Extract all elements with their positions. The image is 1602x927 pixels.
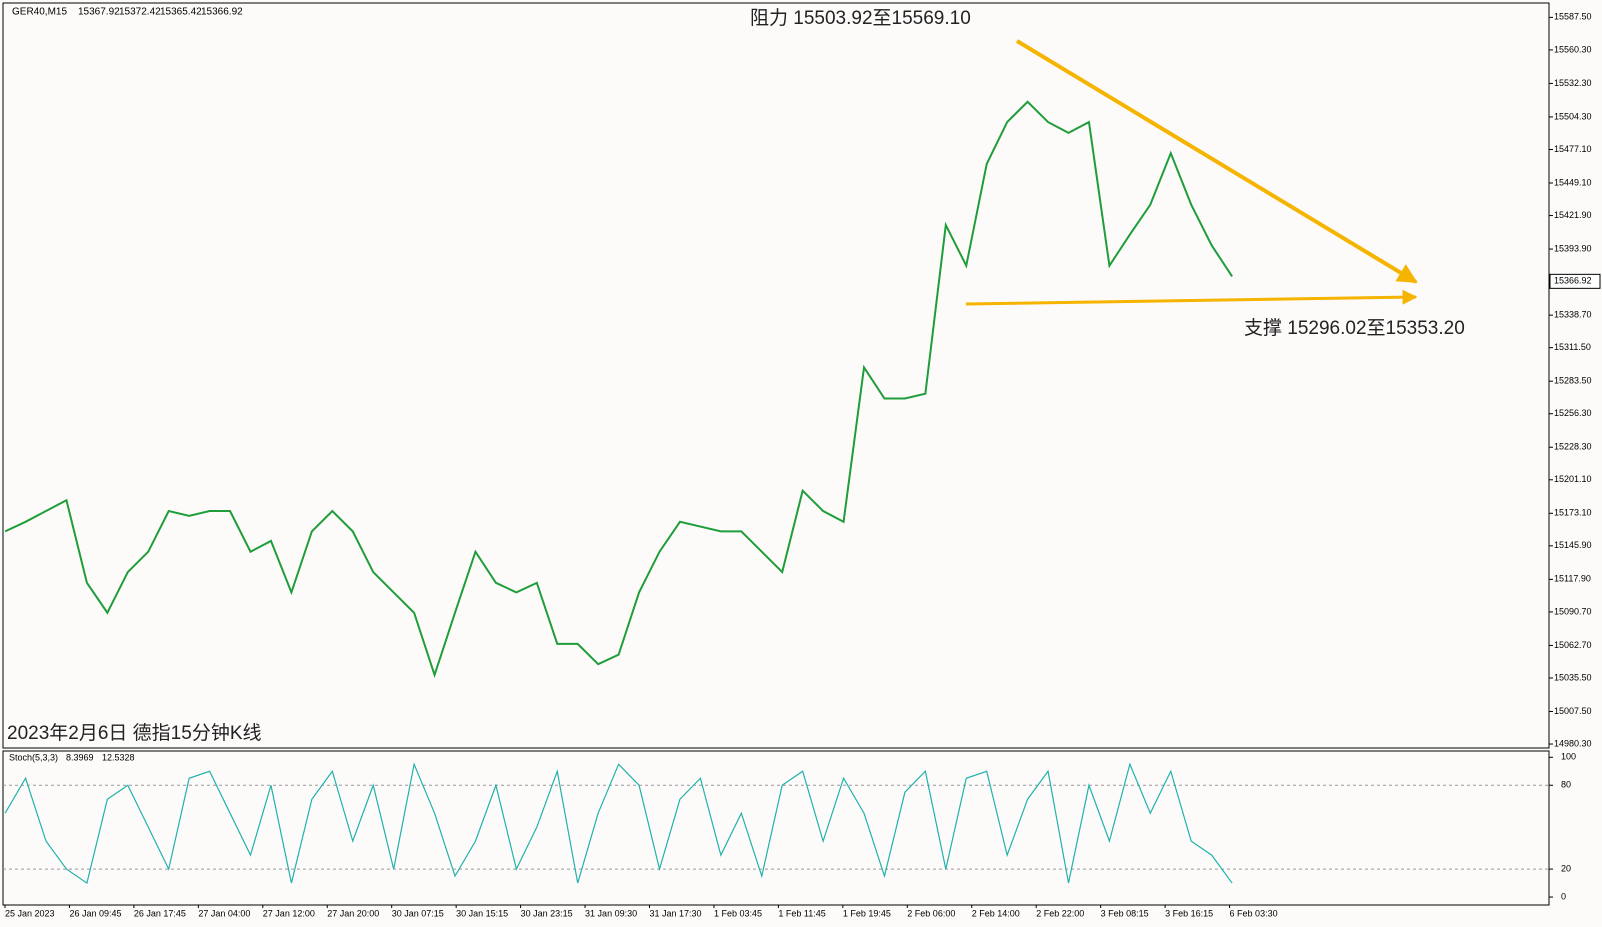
y-tick-label: 15393.90 [1554,243,1592,253]
y-tick-label: 15090.70 [1554,606,1592,616]
x-tick-label: 31 Jan 17:30 [650,908,702,918]
x-tick-label: 31 Jan 09:30 [585,908,637,918]
stoch-k: 8.3969 [66,752,94,762]
y-tick-label: 14980.30 [1554,738,1592,748]
stoch-d: 12.5328 [102,752,135,762]
ohlc-close: 15366.92 [201,7,243,18]
x-tick-label: 30 Jan 23:15 [521,908,573,918]
y-tick-label: 15477.10 [1554,144,1592,154]
stoch-title: Stoch(5,3,3) [9,752,58,762]
x-tick-label: 3 Feb 16:15 [1165,908,1213,918]
x-tick-label: 25 Jan 2023 [5,908,55,918]
x-tick-label: 1 Feb 11:45 [778,908,825,918]
support-label: 支撑 15296.02至15353.20 [1244,317,1465,339]
stoch-tick-label: 20 [1561,863,1571,873]
y-tick-label: 15532.30 [1554,78,1592,88]
x-tick-label: 3 Feb 08:15 [1101,908,1149,918]
x-tick-label: 30 Jan 07:15 [392,908,444,918]
y-tick-label: 15338.70 [1554,309,1592,319]
x-tick-label: 1 Feb 19:45 [843,908,891,918]
ohlc-open: 15367.92 [78,7,120,18]
support-arrow [965,289,1418,306]
price-line [4,100,1233,679]
resistance-arrow [1015,39,1418,284]
resistance-label: 阻力 15503.92至15569.10 [750,7,971,29]
x-tick-label: 6 Feb 03:30 [1230,908,1278,918]
last-price-label: 15366.92 [1554,276,1592,286]
symbol: GER40,M15 [12,7,67,18]
y-tick-label: 15007.50 [1554,706,1592,716]
y-tick-label: 15145.90 [1554,540,1592,550]
y-tick-label: 15283.50 [1554,376,1592,386]
x-tick-label: 27 Jan 12:00 [263,908,315,918]
y-tick-label: 15256.30 [1554,408,1592,418]
x-tick-label: 26 Jan 17:45 [134,908,186,918]
y-tick-label: 15173.10 [1554,508,1592,518]
stoch-tick-label: 80 [1561,780,1571,790]
x-tick-label: 27 Jan 20:00 [327,908,379,918]
y-tick-label: 15560.30 [1554,44,1592,54]
y-tick-label: 15035.50 [1554,672,1592,682]
y-tick-label: 15228.30 [1554,442,1592,452]
y-tick-label: 15062.70 [1554,640,1592,650]
stoch-panel [2,750,1550,906]
main-panel [2,2,1550,749]
y-tick-label: 15587.50 [1554,12,1592,22]
y-tick-label: 15449.10 [1554,177,1592,187]
last-price-box [1549,273,1601,289]
plot-area [3,100,1549,885]
x-tick-label: 27 Jan 04:00 [198,908,250,918]
stoch-tick-label: 100 [1561,752,1576,762]
x-tick-label: 30 Jan 15:15 [456,908,508,918]
y-tick-label: 15311.50 [1554,342,1591,352]
x-tick-label: 2 Feb 22:00 [1036,908,1084,918]
stoch-line [4,762,1233,885]
y-tick-label: 15421.90 [1554,210,1592,220]
y-tick-label: 15504.30 [1554,111,1592,121]
caption: 2023年2月6日 德指15分钟K线 [7,722,262,744]
stoch-tick-label: 0 [1561,891,1566,901]
y-tick-label: 15201.10 [1554,474,1592,484]
y-tick-label: 15117.90 [1554,574,1591,584]
x-tick-label: 26 Jan 09:45 [69,908,121,918]
ohlc-high: 15372.42 [119,7,161,18]
ohlc-low: 15365.42 [160,7,202,18]
x-tick-label: 1 Feb 03:45 [714,908,762,918]
x-tick-label: 2 Feb 06:00 [907,908,955,918]
x-tick-label: 2 Feb 14:00 [972,908,1020,918]
